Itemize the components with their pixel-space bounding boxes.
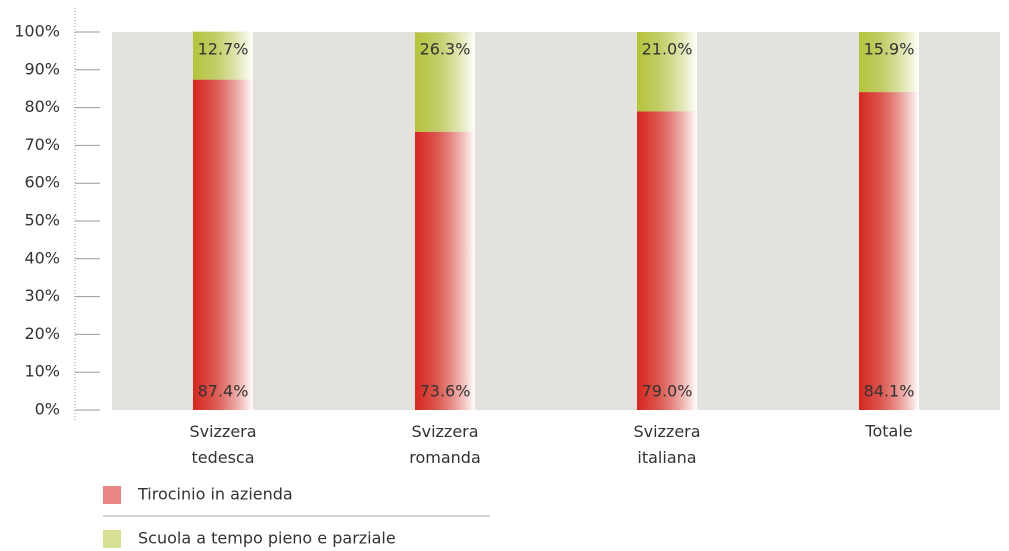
legend-label: Scuola a tempo pieno e parziale [138, 529, 396, 548]
plot-area [112, 32, 1000, 410]
x-tick-label: Totale [864, 422, 912, 441]
data-label: 21.0% [642, 40, 693, 59]
legend-label: Tirocinio in azienda [137, 485, 293, 504]
x-tick-label: Svizzera tedesca [189, 422, 256, 467]
y-tick-label: 50% [24, 211, 60, 230]
y-tick-label: 60% [24, 173, 60, 192]
bar-segment [637, 32, 697, 112]
y-tick-label: 100% [14, 22, 60, 41]
y-tick-label: 20% [24, 324, 60, 343]
y-tick-label: 80% [24, 97, 60, 116]
data-label: 26.3% [420, 40, 471, 59]
y-tick-label: 30% [24, 286, 60, 305]
data-label: 84.1% [864, 382, 915, 401]
data-label: 12.7% [198, 40, 249, 59]
bar-segment [415, 32, 475, 132]
legend-swatch [103, 530, 121, 548]
legend-swatch [103, 486, 121, 504]
y-tick-label: 10% [24, 362, 60, 381]
bar-segment [415, 131, 475, 411]
data-label: 79.0% [642, 382, 693, 401]
data-label: 15.9% [864, 40, 915, 59]
data-label: 87.4% [198, 382, 249, 401]
y-tick-label: 70% [24, 135, 60, 154]
bar-segment [193, 31, 253, 80]
bar-segment [859, 32, 919, 93]
y-tick-label: 90% [24, 59, 60, 78]
x-tick-label: Svizzera italiana [633, 422, 700, 467]
bar-segment [193, 79, 253, 411]
y-tick-label: 40% [24, 248, 60, 267]
bar-segment [859, 92, 919, 411]
data-label: 73.6% [420, 382, 471, 401]
x-tick-label: Svizzera romanda [409, 422, 481, 467]
y-tick-label: 0% [35, 400, 60, 419]
bar-segment [637, 111, 697, 410]
